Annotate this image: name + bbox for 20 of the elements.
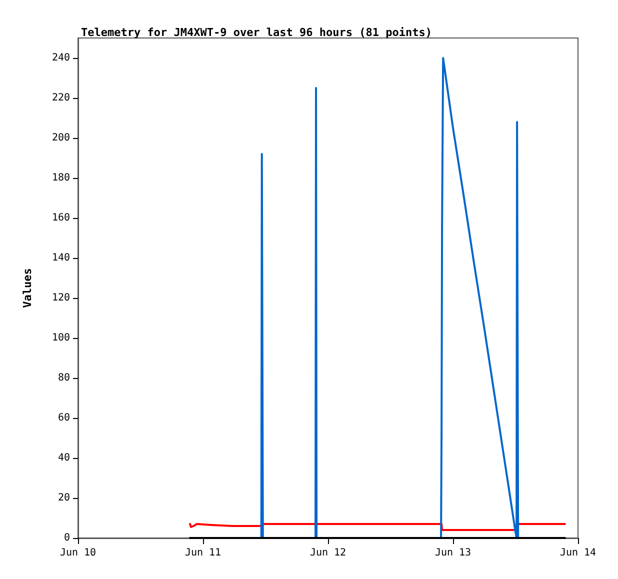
y-tick-label: 220 — [52, 92, 70, 104]
y-tick-label: 240 — [52, 52, 70, 64]
x-tick-label: Jun 12 — [310, 548, 346, 558]
x-tick-label: Jun 11 — [184, 548, 222, 558]
y-tick-label: 100 — [52, 332, 70, 344]
y-tick-label: 20 — [58, 492, 70, 504]
y-tick-label: 180 — [52, 172, 70, 184]
y-tick-label: 120 — [52, 292, 70, 304]
y-tick-label: 80 — [58, 372, 70, 384]
y-tick-label: 0 — [64, 532, 70, 544]
x-tick-label: Jun 10 — [60, 548, 96, 558]
x-tick-label: Jun 14 — [560, 548, 596, 558]
chart-title: Telemetry for JM4XWT-9 over last 96 hours (81 points) — [81, 26, 432, 39]
x-tick-label: Jun 13 — [434, 548, 472, 558]
y-tick-label: 40 — [58, 452, 70, 464]
y-tick-label: 60 — [58, 412, 70, 424]
y-tick-label: 140 — [52, 252, 70, 264]
y-axis-title: Values — [21, 268, 34, 308]
y-tick-label: 200 — [52, 132, 70, 144]
y-tick-label: 160 — [52, 212, 70, 224]
